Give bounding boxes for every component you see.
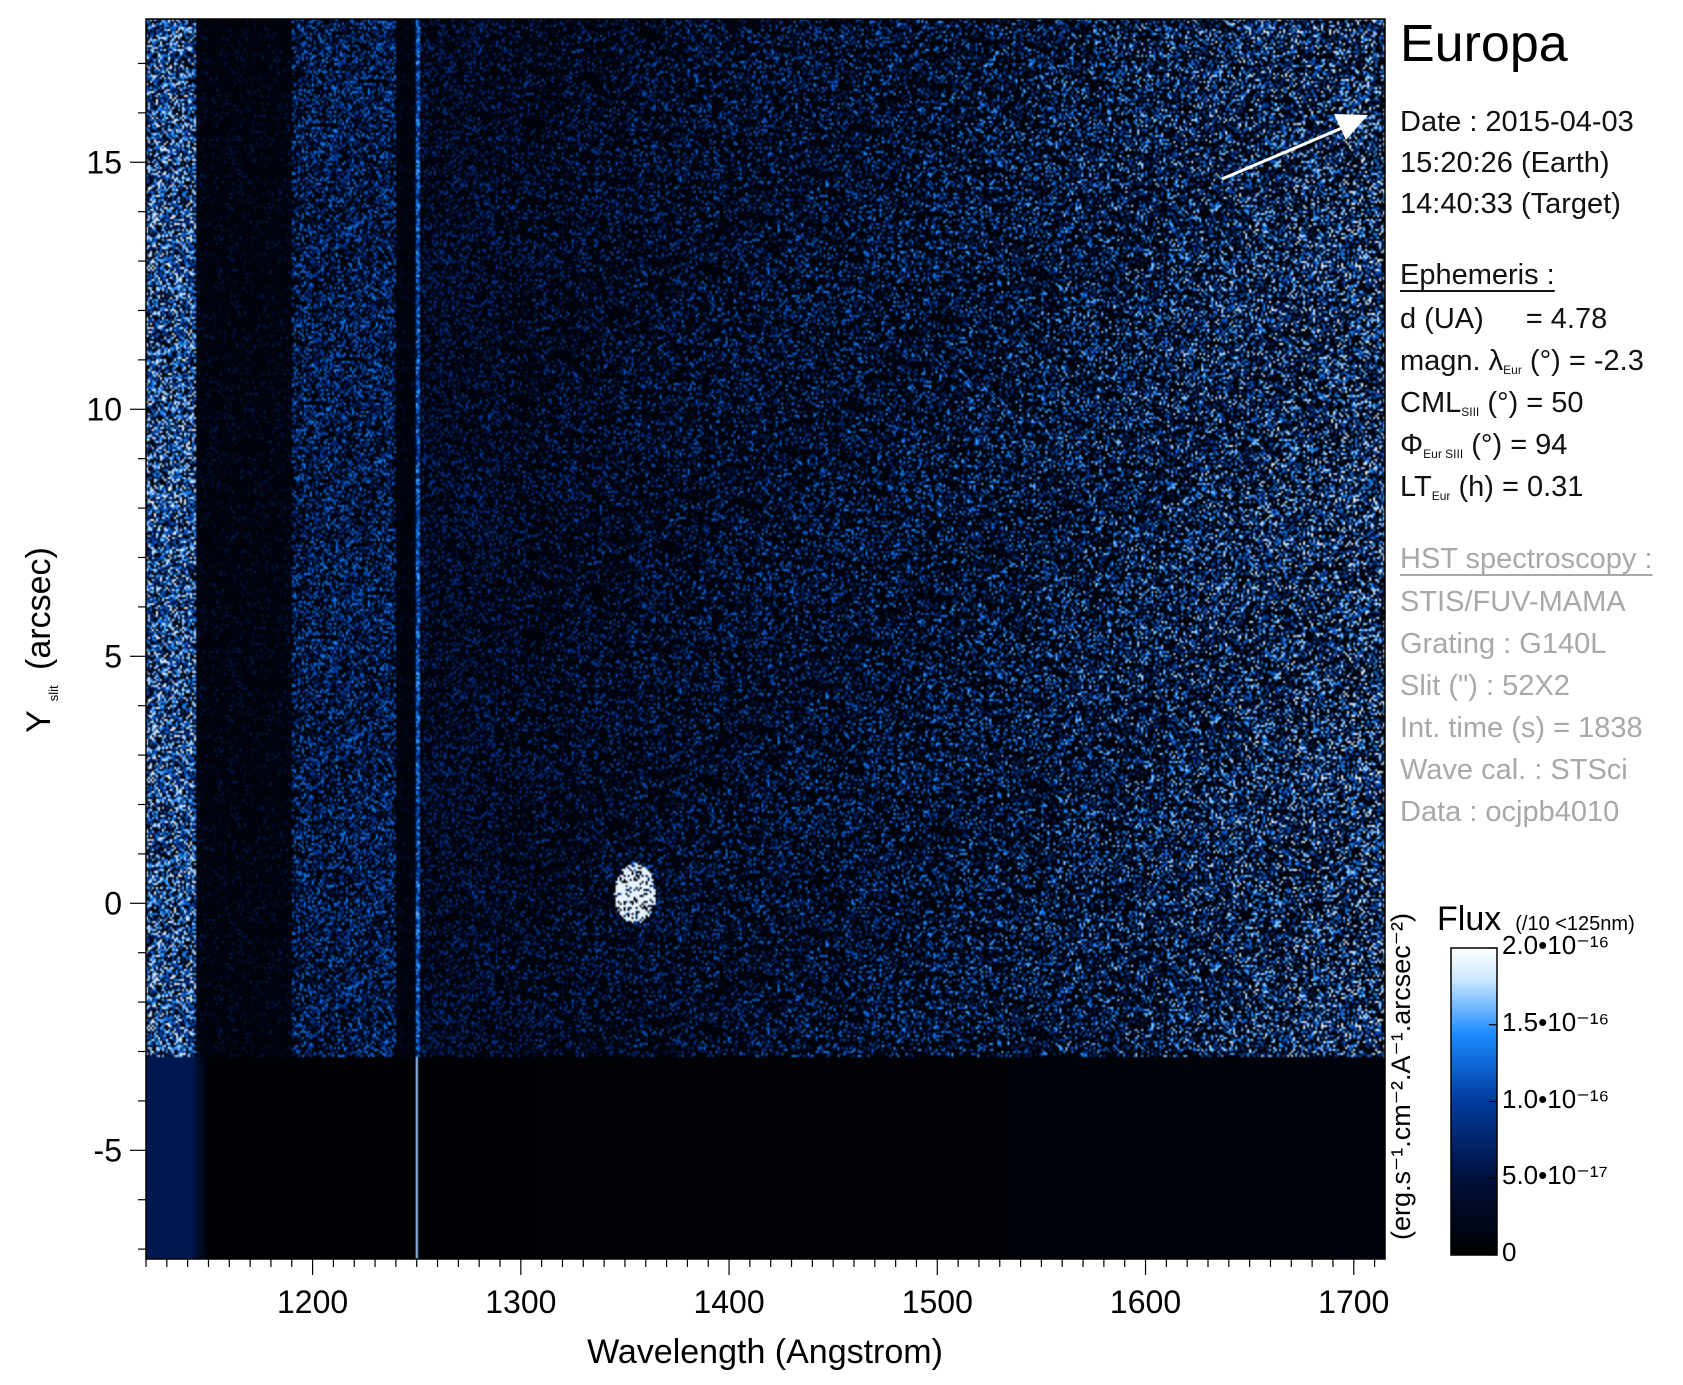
distance-value: = 4.78 xyxy=(1525,303,1608,335)
y-tick-label: 5 xyxy=(104,638,122,674)
colorbar-tick-label: 2.0•10⁻¹⁶ xyxy=(1502,930,1610,960)
hst-header: HST spectroscopy : xyxy=(1400,543,1653,575)
y-tick-label: -5 xyxy=(94,1132,122,1168)
colorbar-unit: (erg.s⁻¹.cm⁻².A⁻¹.arcsec⁻²) xyxy=(1386,912,1416,1240)
y-tick-label: 10 xyxy=(86,391,122,427)
x-tick-label: 1500 xyxy=(902,1284,973,1320)
y-axis-title-main: Y xyxy=(20,711,58,733)
info-distance: d (UA) = 4.78 xyxy=(1400,299,1607,340)
x-axis-title: Wavelength (Angstrom) xyxy=(587,1333,943,1371)
colorbar-note: (/10 <125nm) xyxy=(1515,913,1635,935)
x-tick-label: 1300 xyxy=(485,1284,556,1320)
direction-arrow-shaft xyxy=(1221,126,1343,181)
x-axis: 1200 1300 1400 1500 1600 1700 xyxy=(145,1259,1389,1320)
colorbar-tick-label: 0 xyxy=(1502,1237,1517,1267)
x-tick-label: 1200 xyxy=(277,1284,348,1320)
y-tick-label: 0 xyxy=(104,885,122,921)
magn-label: magn. λ xyxy=(1400,345,1504,377)
cml-value: (°) = 50 xyxy=(1487,387,1584,419)
y-axis-title: Y slit (arcsec) xyxy=(20,547,66,733)
info-cml: CMLSIII (°) = 50 xyxy=(1400,383,1584,433)
phi-value: (°) = 94 xyxy=(1471,429,1568,461)
magn-value: (°) = -2.3 xyxy=(1529,345,1644,377)
y-tick-label: 15 xyxy=(86,144,122,180)
phi-label: Φ xyxy=(1400,429,1424,461)
info-earth-time: 15:20:26 (Earth) xyxy=(1400,147,1610,179)
magn-sub: Eur xyxy=(1503,363,1522,377)
svg-text:Y slit (arcsec): Y slit (arcsec) xyxy=(20,547,66,733)
lt-sub: Eur xyxy=(1431,489,1451,503)
info-local-time: LTEur (h) = 0.31 xyxy=(1400,467,1583,517)
colorbar-tick-label: 1.0•10⁻¹⁶ xyxy=(1502,1083,1610,1114)
info-target-time: 14:40:33 (Target) xyxy=(1400,188,1621,220)
phi-sub: Eur SIII xyxy=(1423,447,1464,461)
distance-label: d (UA) xyxy=(1400,303,1484,335)
info-data-id: Data : ocjpb4010 xyxy=(1400,796,1620,828)
lt-value: (h) = 0.31 xyxy=(1458,471,1584,503)
colorbar-tick-label: 5.0•10⁻¹⁷ xyxy=(1502,1160,1608,1191)
info-int-time: Int. time (s) = 1838 xyxy=(1400,712,1643,744)
plot-frame xyxy=(145,18,1386,1260)
lt-label: LT xyxy=(1400,471,1432,503)
direction-arrow-head xyxy=(1334,114,1368,140)
info-date: Date : 2015-04-03 xyxy=(1400,106,1634,138)
x-tick-label: 1400 xyxy=(693,1284,764,1320)
info-instrument: STIS/FUV-MAMA xyxy=(1400,586,1626,618)
y-axis: -5 0 5 10 15 xyxy=(86,62,146,1250)
y-axis-title-unit: (arcsec) xyxy=(20,547,58,670)
info-phi: ΦEur SIII (°) = 94 xyxy=(1400,425,1567,475)
flux-heatmap xyxy=(146,19,1385,1259)
x-tick-label: 1700 xyxy=(1318,1284,1389,1320)
cml-label: CML xyxy=(1400,387,1462,419)
x-tick-label: 1600 xyxy=(1110,1284,1181,1320)
ephemeris-header: Ephemeris : xyxy=(1400,259,1555,291)
chart-title: Europa xyxy=(1400,15,1568,73)
cml-sub: SIII xyxy=(1461,405,1480,419)
colorbar-title-text: Flux xyxy=(1437,900,1502,938)
colorbar-ticks xyxy=(1489,947,1497,1256)
info-wave-cal: Wave cal. : STSci xyxy=(1400,754,1628,786)
y-axis-title-sub: slit xyxy=(46,685,61,701)
colorbar-title: Flux (/10 <125nm) xyxy=(1437,900,1635,939)
colorbar-tick-label: 1.5•10⁻¹⁶ xyxy=(1502,1006,1610,1037)
info-magn-latitude: magn. λEur (°) = -2.3 xyxy=(1400,341,1644,391)
info-slit: Slit (") : 52X2 xyxy=(1400,670,1570,702)
info-grating: Grating : G140L xyxy=(1400,628,1607,660)
